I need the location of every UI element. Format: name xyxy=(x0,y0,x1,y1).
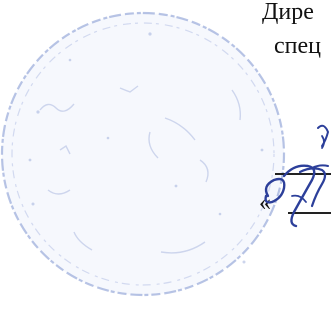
document-text-line: спец xyxy=(274,33,321,59)
date-line xyxy=(288,212,331,214)
document-text-line: Дире xyxy=(262,0,314,25)
signature-line xyxy=(275,173,331,175)
